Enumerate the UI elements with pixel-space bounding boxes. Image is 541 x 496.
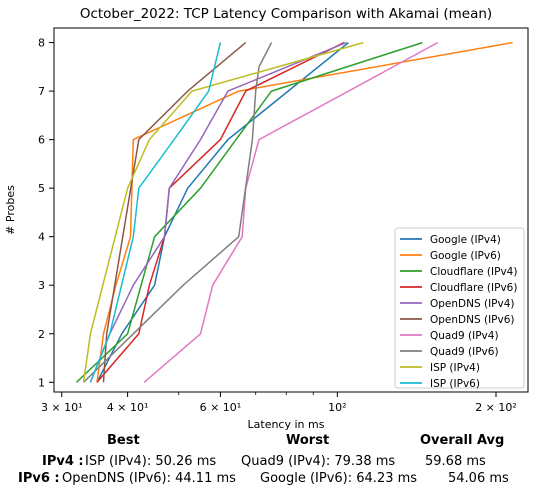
x-axis-label: Latency in ms [248, 418, 325, 430]
legend-box [394, 227, 525, 389]
ipv6-worst: Google (IPv6): 64.23 ms [260, 471, 418, 486]
legend-label: ISP (IPv6) [430, 378, 480, 390]
series-line-9 [89, 42, 222, 383]
ipv4-worst: Quad9 (IPv4): 79.38 ms [241, 454, 396, 469]
series-line-6 [143, 41, 439, 383]
legend: Google (IPv4) Google (IPv6) Cloudflare (IP… [394, 227, 525, 390]
y-tick-label: 5 [38, 182, 45, 195]
y-tick-label: 7 [38, 85, 45, 98]
x-axis-ticks: 3 × 10¹ 4 × 10¹ 6 × 10¹ 10² 2 × 10² [41, 392, 517, 414]
legend-label: OpenDNS (IPv4) [430, 298, 515, 310]
y-tick-label: 8 [38, 37, 45, 50]
series-lines [75, 41, 513, 383]
series-line-4 [89, 41, 347, 383]
x-tick-label: 4 × 10¹ [107, 401, 149, 414]
legend-label: Cloudflare (IPv4) [430, 266, 517, 278]
ipv6-best: OpenDNS (IPv6): 44.11 ms [62, 471, 236, 486]
y-tick-label: 6 [38, 134, 45, 147]
chart-title: October_2022: TCP Latency Comparison wit… [80, 6, 492, 22]
series-line-7 [83, 42, 273, 383]
best-header: Best [107, 433, 140, 448]
series-line-1 [96, 41, 513, 383]
legend-label: Quad9 (IPv6) [430, 346, 499, 358]
y-tick-label: 2 [38, 328, 45, 341]
series-line-2 [75, 41, 423, 383]
y-tick-label: 3 [38, 279, 45, 292]
series-line-8 [82, 41, 364, 383]
ipv6-row-label: IPv6 : [18, 471, 60, 486]
legend-label: Quad9 (IPv4) [430, 330, 499, 342]
legend-label: Google (IPv6) [430, 250, 501, 262]
ipv4-best: ISP (IPv4): 50.26 ms [85, 454, 217, 469]
y-axis-label: # Probes [4, 185, 17, 235]
y-axis-ticks: 1 2 3 4 5 6 7 8 [38, 37, 54, 389]
worst-header: Worst [286, 433, 330, 448]
y-tick-label: 4 [38, 231, 45, 244]
x-tick-label: 6 × 10¹ [200, 401, 242, 414]
legend-label: ISP (IPv4) [430, 362, 480, 374]
legend-label: Google (IPv4) [430, 234, 501, 246]
ipv6-avg: 54.06 ms [448, 471, 509, 486]
x-tick-label: 10² [328, 401, 346, 414]
x-tick-label: 3 × 10¹ [41, 401, 83, 414]
ipv4-avg: 59.68 ms [425, 454, 486, 469]
legend-label: Cloudflare (IPv6) [430, 282, 517, 294]
ipv4-row-label: IPv4 : [42, 454, 84, 469]
x-tick-label: 2 × 10² [475, 401, 517, 414]
avg-header: Overall Avg [420, 433, 505, 448]
series-line-5 [102, 42, 247, 383]
latency-chart: October_2022: TCP Latency Comparison wit… [4, 6, 529, 430]
legend-label: OpenDNS (IPv6) [430, 314, 515, 326]
y-tick-label: 1 [38, 376, 45, 389]
